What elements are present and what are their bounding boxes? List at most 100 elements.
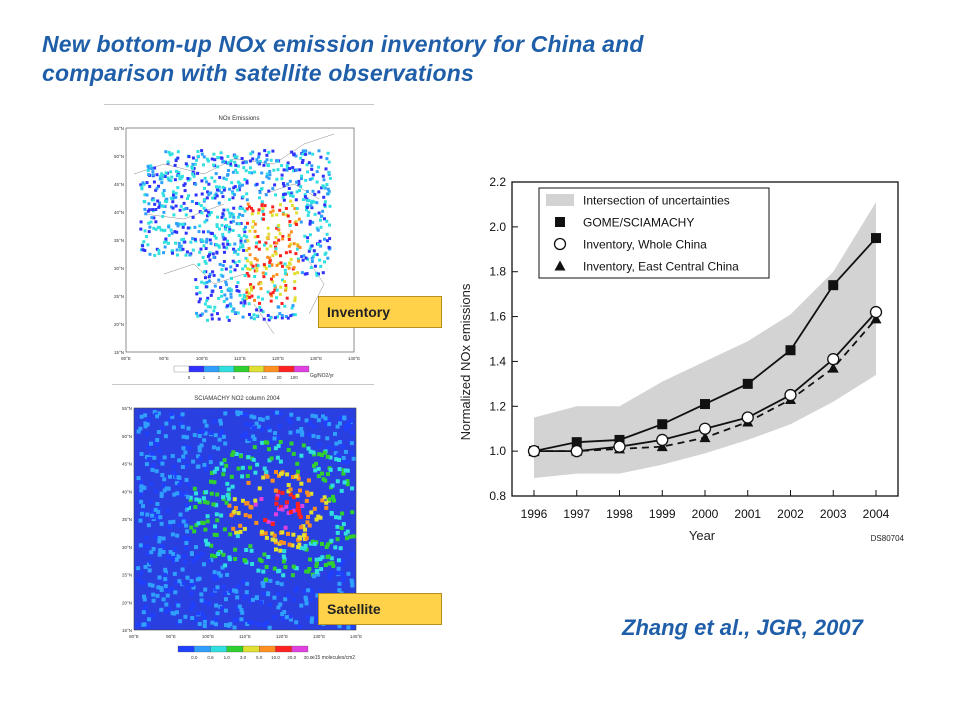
lon-tick-label: 130°E	[310, 356, 322, 361]
satellite-lon-ticks: 80°E 90°E 100°E 110°E 120°E 130°E 140°E	[129, 634, 362, 639]
x-tick-label: 1997	[563, 507, 590, 521]
y-tick-label: 2.2	[489, 175, 506, 189]
x-tick-label: 1999	[649, 507, 676, 521]
x-tick-label: 1998	[606, 507, 633, 521]
inventory-colorbar: 0 1 2 5 7 10 20 100	[173, 365, 310, 380]
lon-tick-label: 130°E	[313, 634, 325, 639]
y-axis-label: Normalized NOx emissions	[458, 283, 473, 440]
series-1-point	[784, 388, 797, 402]
series-0-point	[614, 434, 625, 445]
lon-tick-label: 120°E	[272, 356, 284, 361]
lat-tick-label: 55°N	[122, 406, 132, 411]
inventory-emissions-map: NOx Emissions 55°N50°N45°N40°N35°N30°N25…	[104, 104, 374, 380]
colorbar-swatch	[275, 645, 292, 653]
colorbar-swatch	[210, 645, 227, 653]
legend-marker	[553, 237, 567, 251]
x-tick-label: 1996	[521, 507, 548, 521]
legend-band-swatch	[546, 194, 574, 206]
lat-tick-label: 35°N	[114, 238, 124, 243]
lon-tick-label: 90°E	[166, 634, 176, 639]
colorbar-swatch	[293, 365, 310, 373]
colorbar-swatch	[242, 645, 260, 653]
y-tick-label: 0.8	[489, 489, 506, 503]
colorbar-swatch	[291, 645, 309, 653]
colorbar-swatch	[278, 365, 295, 373]
colorbar-swatch	[233, 365, 250, 373]
series-1-point	[527, 444, 541, 458]
series-0-point	[871, 233, 881, 244]
lat-tick-label: 30°N	[114, 266, 124, 271]
colorbar-swatch	[203, 365, 220, 373]
colorbar-tick-label: 10	[261, 375, 267, 380]
lon-tick-label: 140°E	[348, 356, 360, 361]
colorbar-tick-label: 2	[218, 375, 221, 380]
x-tick-label: 2002	[777, 507, 804, 521]
colorbar-swatch	[188, 365, 205, 373]
series-0-point	[742, 378, 753, 389]
lat-tick-label: 20°N	[122, 600, 132, 605]
lat-tick-label: 15°N	[122, 628, 132, 633]
inventory-lat-ticks: 55°N 50°N 45°N 40°N 35°N 30°N 25°N 20°N 15°N	[114, 126, 124, 355]
series-2-point	[827, 362, 839, 373]
series-2-point	[699, 432, 711, 443]
lat-tick-label: 50°N	[122, 434, 132, 439]
inventory-map-title: NOx Emissions	[218, 116, 259, 122]
lon-tick-label: 100°E	[202, 634, 214, 639]
series-0-point	[657, 419, 668, 430]
series-2-point	[870, 313, 882, 324]
legend-box	[538, 187, 770, 279]
series-1-point	[570, 444, 583, 458]
legend-label: Intersection of uncertainties	[583, 194, 730, 208]
satellite-map-title: SCIAMACHY NO2 column 2004	[194, 396, 280, 402]
legend-marker	[555, 217, 565, 227]
figure-code-annotation: DS80704	[871, 534, 905, 543]
colorbar-tick-label: 5	[233, 375, 236, 380]
title-line-1: New bottom-up NOx emission inventory for…	[42, 31, 644, 57]
title-line-2: comparison with satellite observations	[42, 60, 474, 86]
colorbar-tick-label: 1.0	[224, 655, 231, 660]
legend-label: Inventory, Whole China	[583, 238, 707, 252]
colorbar-swatch	[248, 365, 265, 373]
lat-tick-label: 35°N	[122, 517, 132, 522]
inventory-colorbar-unit: Gg/NO2/yr	[310, 373, 334, 379]
colorbar-swatch	[259, 645, 276, 653]
colorbar-tick-label: 100	[290, 375, 298, 380]
series-2-point	[656, 441, 668, 452]
series-1-point	[741, 411, 754, 424]
satellite-lat-ticks: 55°N 50°N 45°N 40°N 35°N 30°N 25°N 20°N 15°N	[122, 406, 132, 633]
lat-tick-label: 40°N	[122, 489, 132, 494]
series-0-point	[571, 437, 582, 448]
colorbar-swatch	[173, 365, 190, 373]
y-tick-label: 2.0	[489, 220, 506, 234]
x-tick-label: 2003	[820, 507, 847, 521]
series-1-point	[698, 422, 712, 435]
y-tick-label: 1.8	[489, 265, 506, 279]
satellite-label: Satellite	[318, 593, 442, 625]
lat-tick-label: 15°N	[114, 350, 124, 355]
colorbar-swatch	[263, 365, 280, 373]
lat-tick-label: 45°N	[114, 182, 124, 187]
y-tick-label: 1.0	[489, 444, 506, 458]
lon-tick-label: 80°E	[121, 356, 131, 361]
lon-tick-label: 110°E	[234, 356, 246, 361]
lon-tick-label: 110°E	[239, 634, 251, 639]
colorbar-tick-label: 30.0	[304, 655, 313, 660]
lon-tick-label: 140°E	[350, 634, 362, 639]
colorbar-tick-label: 20.0	[287, 655, 296, 660]
series-0-point	[828, 280, 839, 291]
inventory-label: Inventory	[318, 296, 442, 328]
satellite-colorbar: 0.0 0.6 1.0 3.0 5.0 10.0 20.0 30.0	[177, 645, 313, 660]
colorbar-tick-label: 1	[203, 375, 206, 380]
y-tick-label: 1.4	[489, 354, 506, 368]
x-tick-label: 2001	[734, 507, 761, 521]
legend-marker	[554, 260, 566, 271]
series-1-point	[827, 353, 840, 366]
series-1-point	[613, 440, 626, 453]
lat-tick-label: 25°N	[122, 573, 132, 578]
lat-tick-label: 20°N	[114, 322, 124, 327]
series-0-point	[785, 345, 796, 356]
lat-tick-label: 25°N	[114, 294, 124, 299]
colorbar-tick-label: 20	[276, 375, 282, 380]
series-1-point	[869, 305, 883, 319]
lon-tick-label: 80°E	[129, 634, 139, 639]
